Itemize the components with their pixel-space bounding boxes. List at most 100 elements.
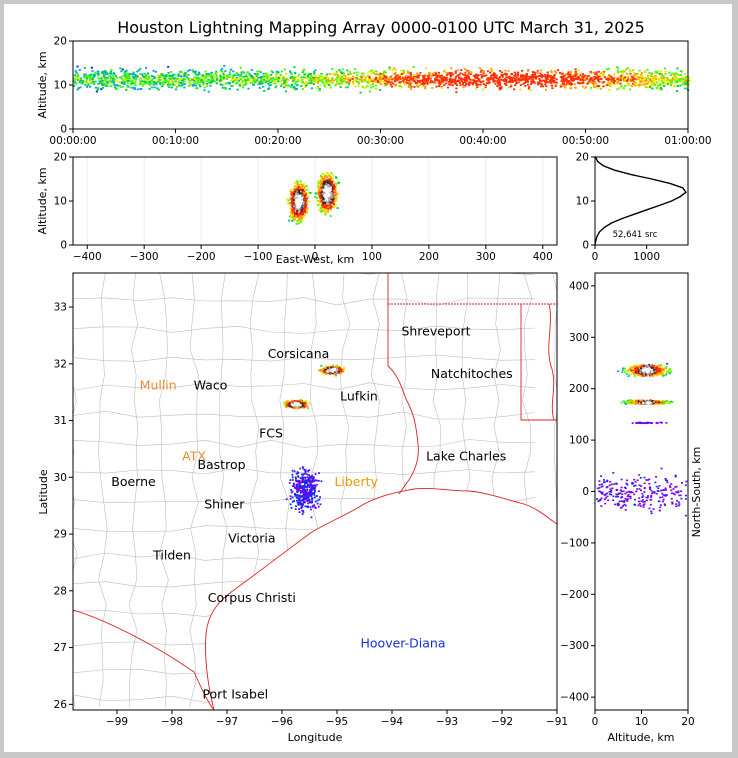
- source-mark: [505, 81, 508, 84]
- source-mark: [315, 76, 318, 79]
- source-mark: [320, 191, 323, 194]
- source-mark: [255, 79, 259, 81]
- source-mark: [220, 79, 223, 82]
- source-mark: [662, 75, 665, 78]
- source-mark: [104, 70, 107, 72]
- source-mark: [613, 80, 616, 82]
- source-mark: [536, 72, 539, 74]
- source-mark: [324, 371, 327, 373]
- source-mark: [490, 67, 493, 70]
- source-mark: [162, 73, 165, 75]
- source-mark: [197, 81, 200, 84]
- source-mark: [364, 77, 367, 80]
- source-mark: [136, 76, 139, 78]
- source-mark: [498, 70, 501, 72]
- source-mark: [326, 178, 329, 181]
- source-mark: [681, 78, 684, 81]
- source-mark: [651, 87, 654, 90]
- source-mark: [545, 80, 548, 82]
- source-mark: [372, 69, 375, 72]
- source-mark: [594, 82, 597, 85]
- source-mark: [446, 86, 450, 89]
- source-mark: [305, 193, 307, 196]
- source-mark: [501, 79, 504, 81]
- source-mark: [134, 75, 137, 78]
- source-mark: [125, 69, 128, 72]
- source-mark: [262, 82, 265, 84]
- source-mark: [498, 84, 501, 86]
- source-mark: [687, 76, 691, 79]
- source-mark: [567, 75, 571, 78]
- source-mark: [570, 75, 573, 78]
- source-mark: [553, 75, 556, 77]
- source-mark: [655, 81, 658, 84]
- source-mark: [259, 71, 262, 73]
- source-mark: [438, 76, 441, 78]
- source-mark: [370, 69, 373, 72]
- altitude-time-panel: 00:00:00 00:10:00 00:20:00 00:30:00 00:40:00…: [36, 36, 712, 148]
- source-mark: [171, 83, 174, 85]
- source-mark: [339, 80, 342, 82]
- source-mark: [401, 80, 405, 82]
- source-mark: [295, 215, 298, 218]
- source-mark: [291, 78, 294, 81]
- source-mark: [325, 80, 328, 83]
- source-mark: [320, 194, 323, 197]
- source-mark: [114, 79, 117, 82]
- source-mark: [582, 75, 585, 78]
- source-mark: [216, 72, 219, 75]
- source-mark: [416, 72, 419, 75]
- source-mark: [532, 81, 535, 83]
- source-mark: [470, 81, 473, 84]
- source-mark: [364, 79, 367, 81]
- source-mark: [292, 211, 295, 214]
- source-mark: [529, 83, 533, 85]
- source-mark: [526, 78, 529, 80]
- source-mark: [409, 71, 412, 74]
- source-mark: [633, 81, 636, 84]
- source-mark: [113, 84, 116, 86]
- source-mark: [323, 367, 325, 370]
- source-mark: [184, 78, 187, 81]
- source-mark: [153, 81, 156, 83]
- source-mark: [592, 71, 595, 74]
- source-mark: [412, 77, 415, 80]
- source-mark: [125, 77, 128, 80]
- source-mark: [549, 70, 553, 72]
- source-mark: [440, 74, 444, 77]
- source-mark: [412, 80, 416, 82]
- source-mark: [222, 72, 225, 75]
- source-mark: [135, 78, 138, 80]
- source-mark: [621, 73, 624, 75]
- source-mark: [148, 77, 151, 79]
- source-mark: [531, 80, 534, 82]
- source-mark: [324, 372, 327, 375]
- source-mark: [590, 77, 593, 79]
- source-mark: [379, 89, 382, 91]
- source-mark: [395, 79, 398, 82]
- source-mark: [573, 83, 576, 86]
- source-mark: [505, 84, 508, 86]
- source-mark: [555, 81, 558, 84]
- source-mark: [645, 86, 648, 89]
- source-mark: [334, 183, 337, 186]
- source-mark: [387, 81, 390, 83]
- source-mark: [619, 82, 622, 85]
- source-mark: [462, 85, 465, 88]
- source-mark: [325, 74, 328, 77]
- source-mark: [383, 76, 386, 79]
- source-mark: [210, 76, 213, 78]
- source-mark: [366, 81, 370, 84]
- source-mark: [299, 183, 302, 186]
- source-mark: [108, 81, 112, 84]
- source-mark: [499, 78, 502, 81]
- source-mark: [469, 73, 472, 75]
- source-mark: [632, 74, 635, 77]
- source-mark: [458, 77, 461, 79]
- source-mark: [636, 73, 639, 75]
- source-mark: [104, 76, 107, 79]
- source-mark: [464, 80, 467, 83]
- altitude-time-xtick-label: 01:00:00: [664, 135, 711, 147]
- source-mark: [598, 85, 601, 87]
